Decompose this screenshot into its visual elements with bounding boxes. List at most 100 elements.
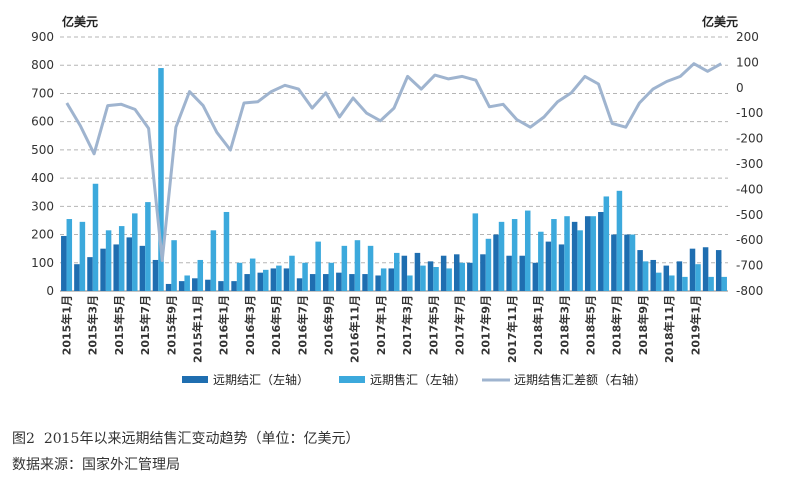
sale-bar (66, 219, 73, 291)
sale-bar (459, 262, 465, 291)
right-tick-label: -400 (736, 182, 763, 196)
settle-bar (296, 278, 303, 291)
left-tick-label: 300 (31, 199, 54, 213)
figure-title: 2015年以来远期结售汇变动趋势（单位：亿美元） (43, 431, 360, 447)
sale-bar (407, 275, 413, 291)
settle-bar (689, 248, 696, 291)
net-line (65, 62, 722, 262)
settle-bar (362, 274, 368, 291)
left-tick-label: 600 (31, 115, 54, 129)
settle-bar (401, 255, 408, 291)
left-axis-ticks: 0 100 200 300 400 500 600 700 800 900 (31, 30, 54, 298)
settle-bar (323, 274, 329, 291)
sale-bar (105, 230, 112, 291)
x-tick-label: 2017年9月 (479, 295, 493, 355)
x-tick-label: 2017年3月 (400, 295, 414, 355)
sale-bar (629, 234, 636, 291)
x-tick-label: 2015年1月 (60, 295, 74, 355)
sale-bar (695, 264, 701, 291)
sale-bar (145, 202, 151, 291)
sale-bar (420, 265, 426, 291)
right-axis-ticks: -800 -700 -600 -500 -400 -300 -200 -100 0 100 200 (736, 30, 763, 298)
settle-bar (218, 281, 224, 291)
right-tick-label: -600 (736, 233, 763, 247)
x-tick-label: 2015年7月 (138, 295, 152, 355)
x-tick-label: 2015年11月 (191, 295, 205, 363)
figure-caption: 图2 2015年以来远期结售汇变动趋势（单位：亿美元） (12, 428, 359, 448)
right-tick-label: -500 (736, 208, 763, 222)
x-tick-label: 2017年1月 (374, 295, 388, 355)
x-tick-label: 2016年1月 (217, 295, 231, 355)
settle-bar (152, 259, 159, 291)
x-tick-label: 2018年9月 (636, 295, 650, 355)
sale-bar (236, 262, 243, 291)
figure-source: 数据来源：国家外汇管理局 (12, 457, 180, 473)
sale-bar (394, 252, 400, 291)
sale-bar (315, 241, 321, 291)
sale-bar (210, 230, 217, 291)
settle-bar (598, 211, 604, 291)
x-tick-label: 2015年9月 (164, 295, 178, 355)
settle-bar (637, 250, 643, 291)
settle-bar (309, 274, 316, 291)
settle-bar (676, 261, 683, 291)
sale-bar (118, 226, 125, 291)
sale-bar (354, 240, 361, 291)
x-tick-label: 2018年1月 (531, 295, 545, 355)
left-tick-label: 800 (31, 58, 54, 72)
left-tick-label: 700 (31, 86, 54, 100)
settle-bar (493, 234, 499, 291)
sale-bar (328, 262, 335, 291)
sale-bar (551, 219, 557, 291)
settle-bar (74, 264, 80, 291)
legend-swatch-sale (339, 376, 365, 383)
sale-bar (197, 259, 204, 291)
sale-bar (132, 213, 138, 291)
settle-bar (244, 274, 250, 291)
settle-bar (349, 274, 355, 291)
settle-bar (532, 262, 539, 291)
right-tick-label: 100 (736, 55, 759, 69)
x-tick-label: 2018年7月 (610, 295, 624, 355)
sale-bar (249, 258, 256, 291)
settle-bar (336, 272, 342, 291)
settle-bar (702, 247, 709, 291)
x-tick-label: 2017年11月 (505, 295, 519, 363)
x-tick-label: 2018年11月 (662, 295, 676, 363)
settle-bar (61, 235, 67, 291)
right-axis-unit: 亿美元 (702, 14, 738, 29)
sale-bar (223, 211, 230, 291)
x-tick-label: 2016年7月 (295, 295, 309, 355)
net-line-path (65, 62, 722, 262)
settle-bar (467, 262, 473, 291)
figure-label: 图2 (12, 431, 35, 447)
x-tick-label: 2018年3月 (557, 295, 571, 355)
legend-label-net: 远期结售汇差额（右轴） (514, 372, 646, 387)
chart: 0 100 200 300 400 500 600 700 800 900 -800 -700 -60… (31, 14, 763, 387)
settle-bar (506, 255, 512, 291)
sale-bar (302, 262, 308, 291)
settle-bar (663, 265, 670, 291)
sale-bar (433, 267, 439, 291)
sale-bar (538, 231, 544, 291)
settle-bar (440, 255, 447, 291)
left-tick-label: 900 (31, 30, 54, 44)
settle-bar (715, 250, 722, 291)
settle-bar (139, 245, 146, 291)
settle-bar (650, 259, 656, 291)
right-tick-label: 0 (736, 81, 744, 95)
settle-bar (388, 268, 394, 291)
settle-bar (257, 272, 264, 291)
sale-bar (498, 221, 505, 291)
sale-bar (590, 216, 596, 291)
left-tick-label: 200 (31, 228, 54, 242)
settle-bar (427, 261, 434, 291)
sale-bar (289, 255, 295, 291)
sale-bar (472, 213, 479, 291)
left-axis-unit: 亿美元 (62, 14, 98, 29)
legend-swatch-settle (182, 376, 208, 383)
settle-bar (126, 237, 133, 291)
sale-bar (171, 240, 177, 291)
right-tick-label: -700 (736, 259, 763, 273)
x-tick-label: 2015年3月 (86, 295, 100, 355)
